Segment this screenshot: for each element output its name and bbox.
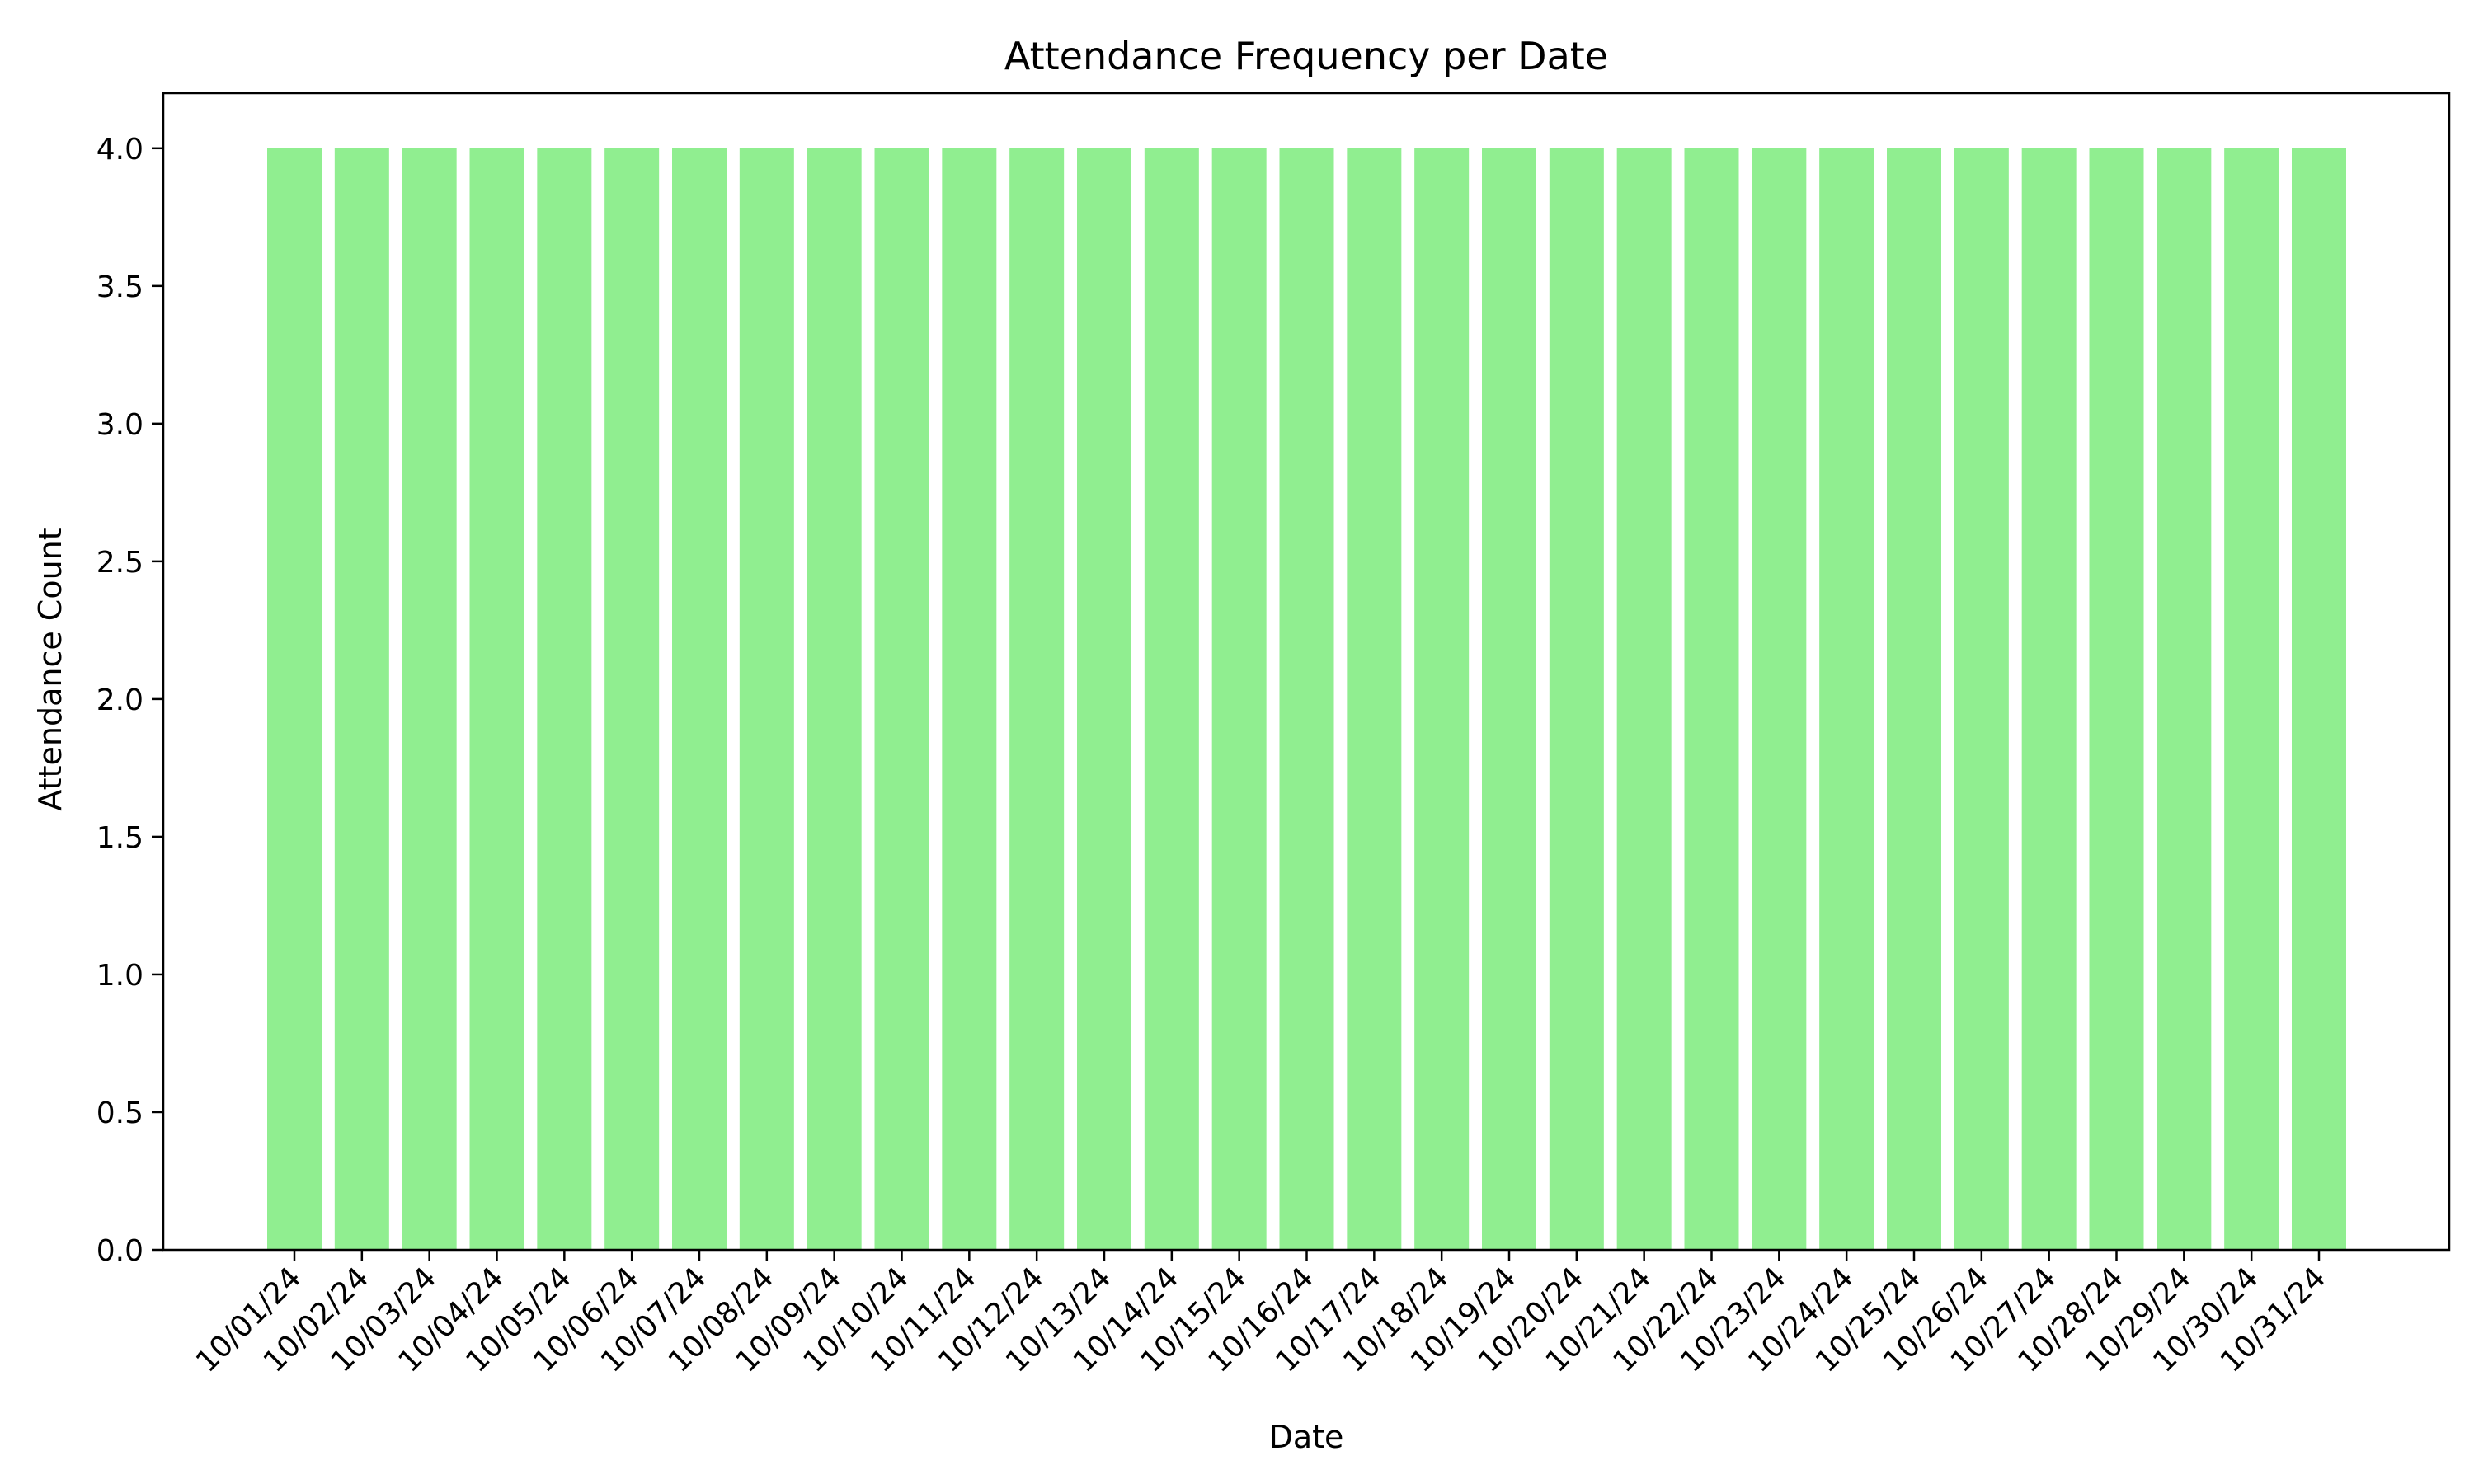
bar-10/02/24 [334, 148, 389, 1250]
bar-10/25/24 [1887, 148, 1941, 1250]
bar-10/22/24 [1684, 148, 1739, 1250]
y-tick-label: 2.5 [96, 546, 143, 580]
bar-10/17/24 [1347, 148, 1402, 1250]
bar-10/16/24 [1279, 148, 1334, 1250]
y-axis: 0.0 0.5 1.0 1.5 2.0 2.5 3.0 3.5 4.0 [96, 133, 163, 1268]
y-axis-label: Attendance Count [32, 528, 68, 810]
y-tick-label: 4.0 [96, 133, 143, 167]
bar-10/10/24 [874, 148, 929, 1250]
bar-10/15/24 [1211, 148, 1267, 1250]
bar-10/14/24 [1144, 148, 1199, 1250]
bar-10/01/24 [267, 148, 322, 1250]
bar-10/18/24 [1414, 148, 1470, 1250]
bar-10/04/24 [469, 148, 524, 1250]
bar-10/11/24 [942, 148, 997, 1250]
bar-10/19/24 [1482, 148, 1536, 1250]
y-tick-label: 0.5 [96, 1097, 143, 1130]
bar-10/13/24 [1077, 148, 1131, 1250]
bar-10/31/24 [2292, 148, 2346, 1250]
bar-10/24/24 [1819, 148, 1874, 1250]
y-tick-label: 3.0 [96, 408, 143, 442]
bar-10/29/24 [2157, 148, 2212, 1250]
bar-10/05/24 [537, 148, 592, 1250]
bar-10/08/24 [739, 148, 794, 1250]
y-tick-label: 3.5 [96, 270, 143, 304]
bar-10/30/24 [2224, 148, 2279, 1250]
y-tick-label: 1.0 [96, 959, 143, 993]
bar-10/21/24 [1616, 148, 1672, 1250]
bar-10/20/24 [1549, 148, 1604, 1250]
plot-frame [162, 92, 2451, 1252]
bar-10/26/24 [1954, 148, 2009, 1250]
bar-10/07/24 [672, 148, 727, 1250]
bar-10/03/24 [402, 148, 457, 1250]
y-tick-label: 2.0 [96, 683, 143, 717]
bar-10/28/24 [2089, 148, 2144, 1250]
bar-10/12/24 [1009, 148, 1065, 1250]
bar-10/27/24 [2021, 148, 2077, 1250]
y-tick-label: 0.0 [96, 1234, 143, 1268]
x-axis-label: Date [1269, 1419, 1344, 1455]
bar-10/09/24 [807, 148, 862, 1250]
y-tick-label: 1.5 [96, 821, 143, 855]
bar-10/06/24 [604, 148, 660, 1250]
chart-title: Attendance Frequency per Date [1004, 34, 1608, 78]
bars-group [267, 148, 2346, 1250]
bar-10/23/24 [1752, 148, 1807, 1250]
